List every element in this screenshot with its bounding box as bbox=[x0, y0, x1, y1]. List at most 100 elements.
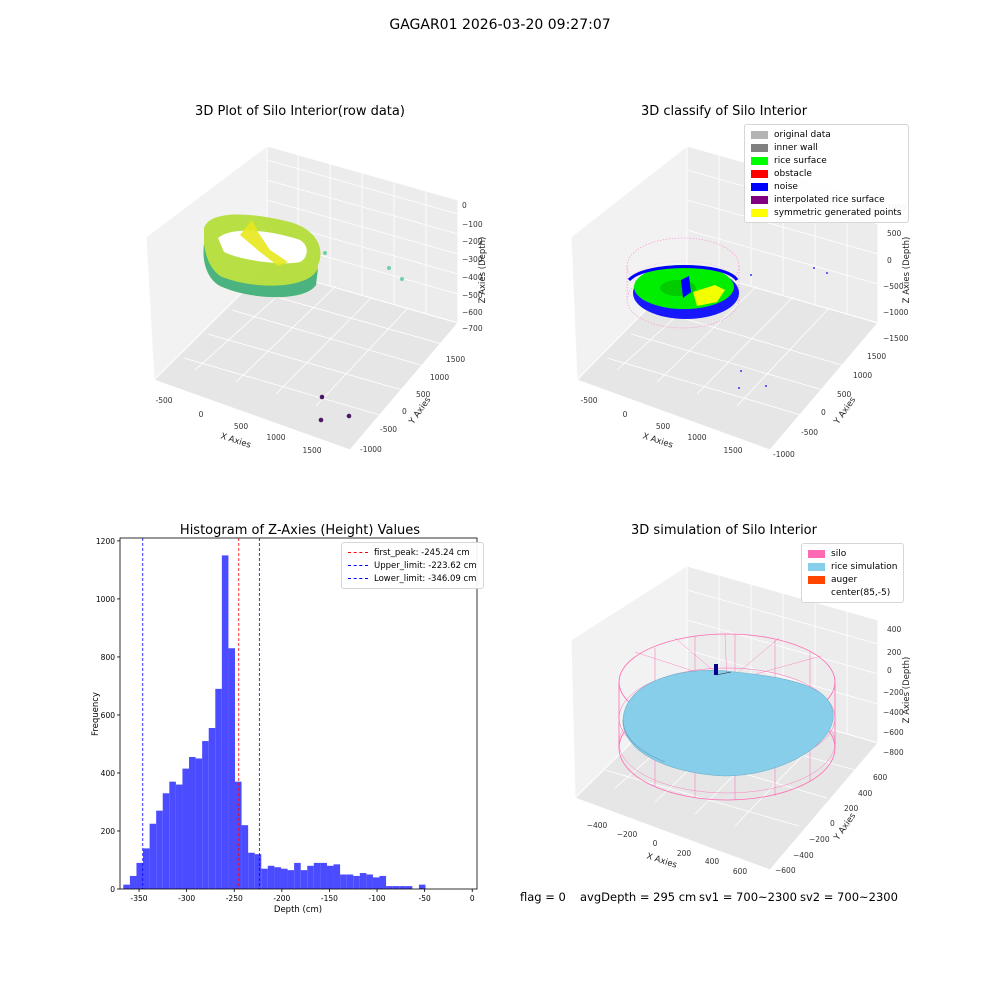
histogram-bar bbox=[307, 865, 314, 889]
histogram-bar bbox=[235, 781, 242, 889]
x-axis-label: X Axies bbox=[219, 431, 252, 450]
y-tick-labels: 1500 1000 500 0 -500 -1000 bbox=[773, 352, 886, 459]
histogram-bar bbox=[372, 877, 380, 889]
svg-text:500: 500 bbox=[234, 422, 249, 431]
histogram-bar bbox=[189, 757, 196, 889]
x-axis-label: X Axies bbox=[645, 851, 678, 870]
legend-item: center(85,-5) bbox=[808, 586, 897, 599]
svg-text:−200: −200 bbox=[617, 830, 638, 839]
svg-text:−700: −700 bbox=[462, 324, 483, 333]
histogram-bar bbox=[353, 875, 360, 889]
histogram-bar bbox=[326, 865, 334, 889]
svg-text:0: 0 bbox=[887, 666, 892, 675]
y-tick-label: 600 bbox=[101, 711, 116, 720]
figure-title: GAGAR01 2026-03-20 09:27:07 bbox=[389, 17, 611, 33]
svg-text:−600: −600 bbox=[775, 866, 796, 875]
svg-text:1500: 1500 bbox=[867, 352, 886, 361]
svg-text:−1500: −1500 bbox=[883, 334, 909, 343]
histogram-bar bbox=[221, 555, 229, 889]
svg-text:1000: 1000 bbox=[687, 433, 706, 442]
svg-text:0: 0 bbox=[821, 408, 826, 417]
histogram-bar bbox=[182, 768, 190, 889]
legend-item: original data bbox=[751, 128, 902, 141]
histogram-bar bbox=[392, 886, 400, 889]
svg-text:−400: −400 bbox=[462, 273, 483, 282]
histogram-bar bbox=[136, 862, 144, 889]
svg-text:−1000: −1000 bbox=[883, 308, 909, 317]
simulation-legend: silo rice simulation auger center(85,-5) bbox=[801, 543, 905, 603]
svg-text:−400: −400 bbox=[883, 708, 904, 717]
histogram-bar bbox=[162, 793, 170, 889]
svg-text:400: 400 bbox=[858, 789, 873, 798]
x-tick-labels: -500 0 500 1000 1500 bbox=[580, 396, 742, 455]
histogram-bar bbox=[300, 870, 308, 889]
x-tick-label: -250 bbox=[226, 894, 243, 903]
legend-swatch bbox=[751, 169, 768, 178]
plot-frame bbox=[119, 537, 478, 890]
histogram-bar bbox=[399, 886, 406, 889]
histogram-bar bbox=[287, 870, 295, 889]
svg-text:-500: -500 bbox=[380, 425, 397, 434]
legend-line bbox=[348, 578, 368, 579]
svg-text:-500: -500 bbox=[801, 428, 818, 437]
x-tick-label: -100 bbox=[369, 894, 386, 903]
svg-text:500: 500 bbox=[656, 422, 671, 431]
x-tick-label: -200 bbox=[273, 894, 290, 903]
legend-swatch bbox=[808, 562, 825, 571]
x-axis-label: Depth (cm) bbox=[274, 905, 322, 915]
legend-item: first_peak: -245.24 cm bbox=[348, 546, 477, 559]
legend-swatch bbox=[751, 182, 768, 191]
svg-text:−600: −600 bbox=[883, 728, 904, 737]
x-tick-label: 0 bbox=[470, 894, 475, 903]
histogram-bar bbox=[195, 758, 203, 889]
legend-swatch bbox=[751, 130, 768, 139]
histogram-bar bbox=[123, 884, 130, 889]
svg-text:500: 500 bbox=[837, 390, 852, 399]
z-tick-labels: 400 200 0 −200 −400 −600 −800 bbox=[883, 625, 904, 757]
legend-line bbox=[348, 565, 368, 566]
svg-text:-500: -500 bbox=[580, 396, 597, 405]
svg-text:0: 0 bbox=[199, 410, 204, 419]
histogram-bar bbox=[156, 810, 163, 889]
svg-text:−200: −200 bbox=[462, 237, 483, 246]
svg-text:1500: 1500 bbox=[446, 355, 465, 364]
z-axis-label: Z Axies (Depth) bbox=[902, 237, 912, 304]
auger-marker bbox=[714, 664, 718, 675]
y-tick-labels: 600 400 200 0 −200 −400 −600 bbox=[775, 773, 888, 875]
histogram-bar bbox=[320, 862, 327, 889]
svg-text:500: 500 bbox=[416, 390, 431, 399]
legend-item: Upper_limit: -223.62 cm bbox=[348, 559, 477, 572]
histogram-bar bbox=[340, 874, 347, 889]
y-axis-label: Y Axies bbox=[407, 395, 434, 427]
simulation-3d-plot: −400 −200 0 200 400 600 X Axies 600 400 … bbox=[570, 565, 912, 876]
histogram-title: Histogram of Z-Axies (Height) Values bbox=[179, 523, 421, 538]
z-axis-label: Z Axies (Depth) bbox=[478, 237, 488, 304]
svg-text:−400: −400 bbox=[793, 851, 814, 860]
histogram-bar bbox=[175, 784, 183, 889]
raw-point-cloud bbox=[203, 214, 404, 423]
legend-swatch bbox=[751, 156, 768, 165]
x-tick-label: -350 bbox=[131, 894, 148, 903]
histogram-bar bbox=[208, 728, 216, 889]
x-axis-label: X Axies bbox=[641, 431, 674, 450]
x-tick-label: -150 bbox=[321, 894, 338, 903]
legend-item: auger bbox=[808, 573, 897, 586]
y-axis-label: Y Axies bbox=[832, 395, 859, 427]
y-axis-label: Frequency bbox=[91, 692, 101, 736]
histogram-bar bbox=[333, 864, 341, 889]
legend-item: silo bbox=[808, 547, 897, 560]
classify-3d-plot: -500 0 500 1000 1500 X Axies 1500 1000 5… bbox=[570, 144, 912, 459]
status-sv2: sv2 = 700~2300 bbox=[800, 890, 898, 904]
histogram-bar bbox=[169, 781, 176, 889]
histogram-bar bbox=[280, 868, 288, 889]
histogram-bar bbox=[346, 874, 354, 889]
svg-text:1000: 1000 bbox=[853, 371, 872, 380]
grid-lines bbox=[183, 155, 459, 416]
x-tick-labels: -500 0 500 1000 1500 bbox=[155, 396, 321, 455]
legend-item: inner wall bbox=[751, 141, 902, 154]
histogram-bar bbox=[228, 648, 236, 889]
svg-text:1500: 1500 bbox=[723, 446, 742, 455]
histogram-bar bbox=[294, 862, 301, 889]
svg-text:-500: -500 bbox=[155, 396, 172, 405]
histogram-bar bbox=[143, 848, 150, 889]
